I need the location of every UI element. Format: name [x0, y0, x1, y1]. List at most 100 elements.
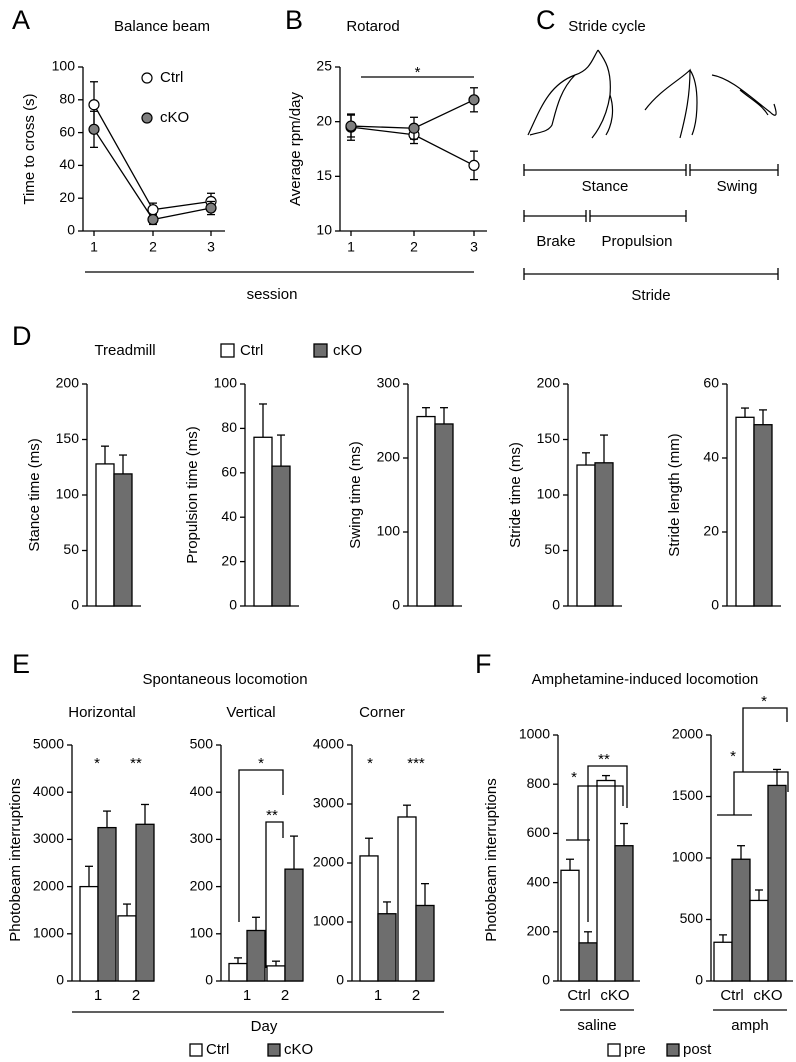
x-tick-label: cKO [753, 987, 782, 1004]
bar [271, 465, 291, 607]
y-tick-label: 100 [377, 523, 401, 539]
significance-bracket [587, 765, 628, 922]
chart-title: Stride cycle [568, 18, 646, 35]
x-tick-label: 2 [281, 987, 289, 1004]
significance-bracket [238, 769, 284, 922]
legend-marker [141, 112, 153, 124]
y-tick-label: 400 [190, 783, 214, 799]
y-axis-label: Swing time (ms) [347, 441, 364, 549]
y-tick-label: 100 [190, 925, 214, 941]
bar [95, 463, 115, 607]
y-tick-label: 20 [221, 552, 237, 568]
phase-label: Stance [582, 178, 629, 195]
y-tick-label: 0 [711, 597, 719, 613]
bar [415, 904, 435, 982]
y-tick-label: 0 [392, 597, 400, 613]
x-tick-label: 2 [149, 239, 157, 255]
bar [377, 913, 397, 982]
legend-label: Ctrl [240, 342, 263, 359]
panel-letter: B [285, 5, 303, 35]
y-tick-label: 0 [229, 597, 237, 613]
y-tick-label: 20 [316, 112, 332, 128]
legend-label: Ctrl [160, 69, 183, 86]
x-axis-label: Day [251, 1018, 278, 1035]
y-tick-label: 800 [527, 775, 551, 791]
annotation: * [761, 693, 767, 710]
significance-bracket [265, 821, 284, 968]
y-tick-label: 5000 [33, 736, 64, 752]
subplot-title: Horizontal [68, 704, 136, 721]
sketch [644, 68, 698, 139]
annotation: ** [598, 751, 610, 768]
bar [113, 473, 133, 607]
significance-bracket [566, 785, 624, 841]
chart-title: Amphetamine-induced locomotion [532, 671, 759, 688]
y-tick-label: 40 [221, 508, 237, 524]
y-tick-label: 1000 [519, 726, 550, 742]
legend-label: pre [624, 1041, 646, 1058]
x-tick-label: Ctrl [567, 987, 590, 1004]
legend-label: post [683, 1041, 712, 1058]
y-axis-label: Stride time (ms) [507, 442, 524, 548]
y-tick-label: 20 [59, 189, 75, 205]
legend-swatch [267, 1043, 281, 1057]
bar [228, 962, 248, 982]
annotation: ** [266, 807, 278, 824]
y-axis-label: Time to cross (s) [21, 93, 38, 204]
y-tick-label: 80 [59, 91, 75, 107]
sketch [711, 74, 777, 116]
y-tick-label: 100 [537, 486, 561, 502]
annotation: * [367, 755, 373, 772]
y-tick-label: 80 [221, 419, 237, 435]
x-tick-label: 1 [374, 987, 382, 1004]
point [147, 213, 159, 226]
subplot-title: Corner [359, 704, 405, 721]
y-tick-label: 0 [695, 972, 703, 988]
legend-label: cKO [333, 342, 362, 359]
y-tick-label: 40 [703, 449, 719, 465]
y-tick-label: 10 [316, 222, 332, 238]
chart-title: Spontaneous locomotion [142, 671, 307, 688]
point [408, 122, 420, 134]
y-tick-label: 300 [377, 375, 401, 391]
x-tick-label: 1 [90, 239, 98, 255]
bar [753, 424, 773, 607]
stride-sketch [527, 49, 777, 139]
y-tick-label: 300 [190, 830, 214, 846]
y-tick-label: 15 [316, 167, 332, 183]
y-tick-label: 1000 [672, 849, 703, 865]
y-tick-label: 60 [59, 123, 75, 139]
point [468, 94, 480, 106]
y-tick-label: 1000 [33, 925, 64, 941]
y-tick-label: 400 [527, 873, 551, 889]
y-tick-label: 2000 [672, 726, 703, 742]
y-axis-label: Photobeam interruptions [7, 778, 24, 941]
bar [253, 436, 273, 607]
y-tick-label: 1000 [313, 913, 344, 929]
point [345, 120, 357, 132]
sketch [527, 49, 599, 136]
bar [79, 885, 99, 982]
group-label: amph [731, 1017, 769, 1034]
y-tick-label: 600 [527, 824, 551, 840]
y-tick-label: 500 [680, 910, 704, 926]
y-tick-label: 0 [336, 972, 344, 988]
y-tick-label: 200 [527, 923, 551, 939]
sketch [591, 49, 614, 139]
point [468, 159, 480, 171]
bar [135, 823, 155, 982]
bar [594, 462, 614, 607]
legend-swatch [189, 1043, 203, 1057]
y-axis-label: Propulsion time (ms) [184, 426, 201, 564]
y-tick-label: 3000 [313, 795, 344, 811]
legend-swatch [220, 343, 235, 358]
significance-bracket [742, 707, 788, 772]
bar [560, 869, 580, 982]
chart-title: Treadmill [94, 342, 155, 359]
legend-label: cKO [160, 109, 189, 126]
bar [266, 965, 286, 982]
y-axis-label: Average rpm/day [287, 92, 304, 206]
phase-label: Brake [536, 233, 575, 250]
y-tick-label: 0 [552, 597, 560, 613]
point [88, 99, 100, 111]
